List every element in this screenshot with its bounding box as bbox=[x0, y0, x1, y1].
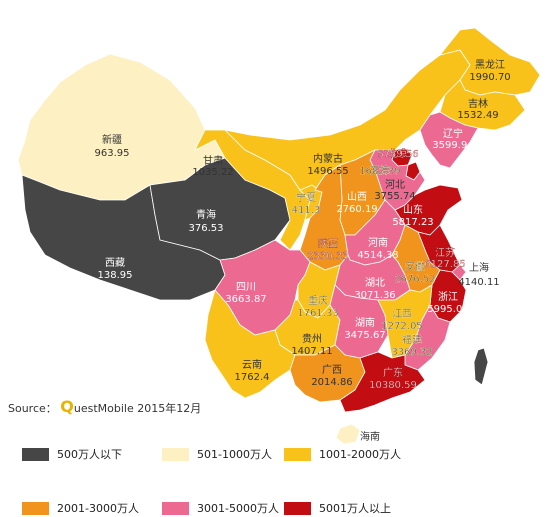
province-value: 5817.23 bbox=[392, 217, 433, 228]
province-value: 10380.59 bbox=[369, 380, 417, 391]
province-value: 2330.33 bbox=[307, 251, 348, 262]
province-name: 辽宁 bbox=[443, 127, 463, 140]
province-value: 602.65 bbox=[353, 444, 388, 445]
legend-item: 5001万人以上 bbox=[284, 500, 391, 516]
province-name: 广西 bbox=[322, 364, 342, 376]
province-value: 1496.55 bbox=[307, 166, 348, 177]
region-guangdong bbox=[339, 351, 426, 413]
province-name: 海南 bbox=[360, 430, 380, 443]
legend-item: 2001-3000万人 bbox=[22, 500, 139, 516]
legend-label: 5001万人以上 bbox=[319, 502, 391, 515]
legend-swatch bbox=[162, 501, 189, 515]
province-value: 1762.4 bbox=[235, 372, 270, 383]
region-yunnan bbox=[204, 289, 296, 399]
province-name: 西藏 bbox=[105, 257, 125, 269]
province-name: 吉林 bbox=[468, 97, 488, 110]
legend-swatch bbox=[284, 501, 311, 515]
province-name: 河北 bbox=[385, 179, 405, 191]
province-value: 3599.94 bbox=[432, 140, 473, 151]
province-value: 1761.33 bbox=[297, 308, 338, 319]
questmobile-logo-q: Q bbox=[60, 397, 74, 416]
province-value: 4514.38 bbox=[357, 250, 398, 261]
source-brand: uestMobile bbox=[73, 402, 134, 415]
province-name: 青海 bbox=[196, 208, 216, 221]
legend-label: 1001-2000万人 bbox=[319, 448, 401, 461]
province-value: 2014.86 bbox=[311, 377, 352, 388]
legend-label: 3001-5000万人 bbox=[197, 502, 279, 515]
legend-label: 501-1000万人 bbox=[197, 448, 272, 461]
province-name: 上海 bbox=[469, 261, 489, 274]
province-name: 甘肃 bbox=[203, 154, 223, 167]
province-name: 黑龙江 bbox=[475, 58, 505, 71]
province-name: 广东 bbox=[383, 366, 403, 379]
province-name: 湖南 bbox=[355, 316, 375, 329]
province-name: 四川 bbox=[236, 282, 256, 293]
province-name: 天津 bbox=[370, 165, 390, 177]
province-value: 1532.49 bbox=[457, 110, 498, 121]
province-name: 湖北 bbox=[365, 277, 385, 289]
province-value: 1990.70 bbox=[469, 72, 510, 83]
province-value: 1682.39 bbox=[359, 166, 400, 177]
legend-item: 1001-2000万人 bbox=[284, 446, 401, 462]
province-value: 3663.87 bbox=[225, 294, 266, 305]
region-taiwan bbox=[473, 347, 489, 386]
province-name: 河南 bbox=[368, 236, 388, 249]
legend-swatch bbox=[162, 447, 189, 461]
province-name: 内蒙古 bbox=[313, 152, 343, 165]
legend-swatch bbox=[284, 447, 311, 461]
province-value: 1035.22 bbox=[192, 167, 233, 178]
province-name: 江苏 bbox=[435, 246, 455, 259]
province-value: 411.3 bbox=[292, 205, 321, 216]
source-prefix: Source： bbox=[8, 402, 57, 415]
region-hainan bbox=[335, 423, 361, 445]
province-name: 云南 bbox=[242, 358, 262, 371]
province-value: 6127.85 bbox=[424, 259, 465, 270]
province-name: 宁夏 bbox=[296, 191, 316, 204]
province-value: 5995.06 bbox=[427, 304, 468, 315]
legend-item: 3001-5000万人 bbox=[162, 500, 279, 516]
province-value: 963.95 bbox=[95, 148, 130, 159]
province-name: 北京 bbox=[388, 147, 408, 160]
province-value: 1272.05 bbox=[381, 321, 422, 332]
province-value: 2676.52 bbox=[394, 274, 435, 285]
region-heilongjiang bbox=[439, 27, 541, 96]
province-name: 陕西 bbox=[318, 237, 338, 250]
legend-item: 500万人以下 bbox=[22, 446, 122, 462]
china-map: 黑龙江1990.70吉林1532.49辽宁3599.94北京5759.56天津1… bbox=[17, 27, 541, 445]
province-name: 重庆 bbox=[308, 294, 328, 307]
province-value: 3071.36 bbox=[354, 290, 395, 301]
region-labels: 黑龙江1990.70吉林1532.49辽宁3599.94北京5759.56天津1… bbox=[95, 58, 511, 445]
legend-swatch bbox=[22, 501, 49, 515]
province-name: 山东 bbox=[403, 203, 423, 216]
region-qinghai bbox=[149, 157, 291, 261]
province-name: 安徽 bbox=[405, 260, 425, 273]
region-shapes bbox=[17, 27, 541, 445]
province-name: 福建 bbox=[402, 333, 422, 346]
province-value: 3475.67 bbox=[344, 330, 385, 341]
legend-item: 501-1000万人 bbox=[162, 446, 272, 462]
province-value: 2760.19 bbox=[336, 204, 377, 215]
province-value: 4140.11 bbox=[458, 277, 499, 288]
province-name: 浙江 bbox=[438, 291, 458, 303]
province-value: 3369.32 bbox=[391, 347, 432, 358]
province-value: 5759.56 bbox=[377, 149, 418, 160]
province-value: 1407.11 bbox=[291, 346, 332, 357]
legend: 500万人以下 501-1000万人 1001-2000万人 2001-3000… bbox=[22, 446, 542, 516]
province-name: 江西 bbox=[392, 308, 412, 320]
region-liaoning bbox=[419, 111, 479, 169]
province-name: 新疆 bbox=[102, 133, 122, 146]
province-name: 山西 bbox=[347, 191, 367, 203]
source-note: Source： QuestMobile 2015年12月 bbox=[8, 397, 201, 416]
province-name: 贵州 bbox=[302, 332, 322, 345]
province-value: 3755.74 bbox=[374, 191, 415, 202]
province-value: 376.53 bbox=[189, 223, 224, 234]
legend-swatch bbox=[22, 447, 49, 461]
legend-label: 2001-3000万人 bbox=[57, 502, 139, 515]
source-date: 2015年12月 bbox=[137, 402, 202, 415]
province-value: 138.95 bbox=[98, 270, 133, 281]
legend-label: 500万人以下 bbox=[57, 448, 122, 461]
